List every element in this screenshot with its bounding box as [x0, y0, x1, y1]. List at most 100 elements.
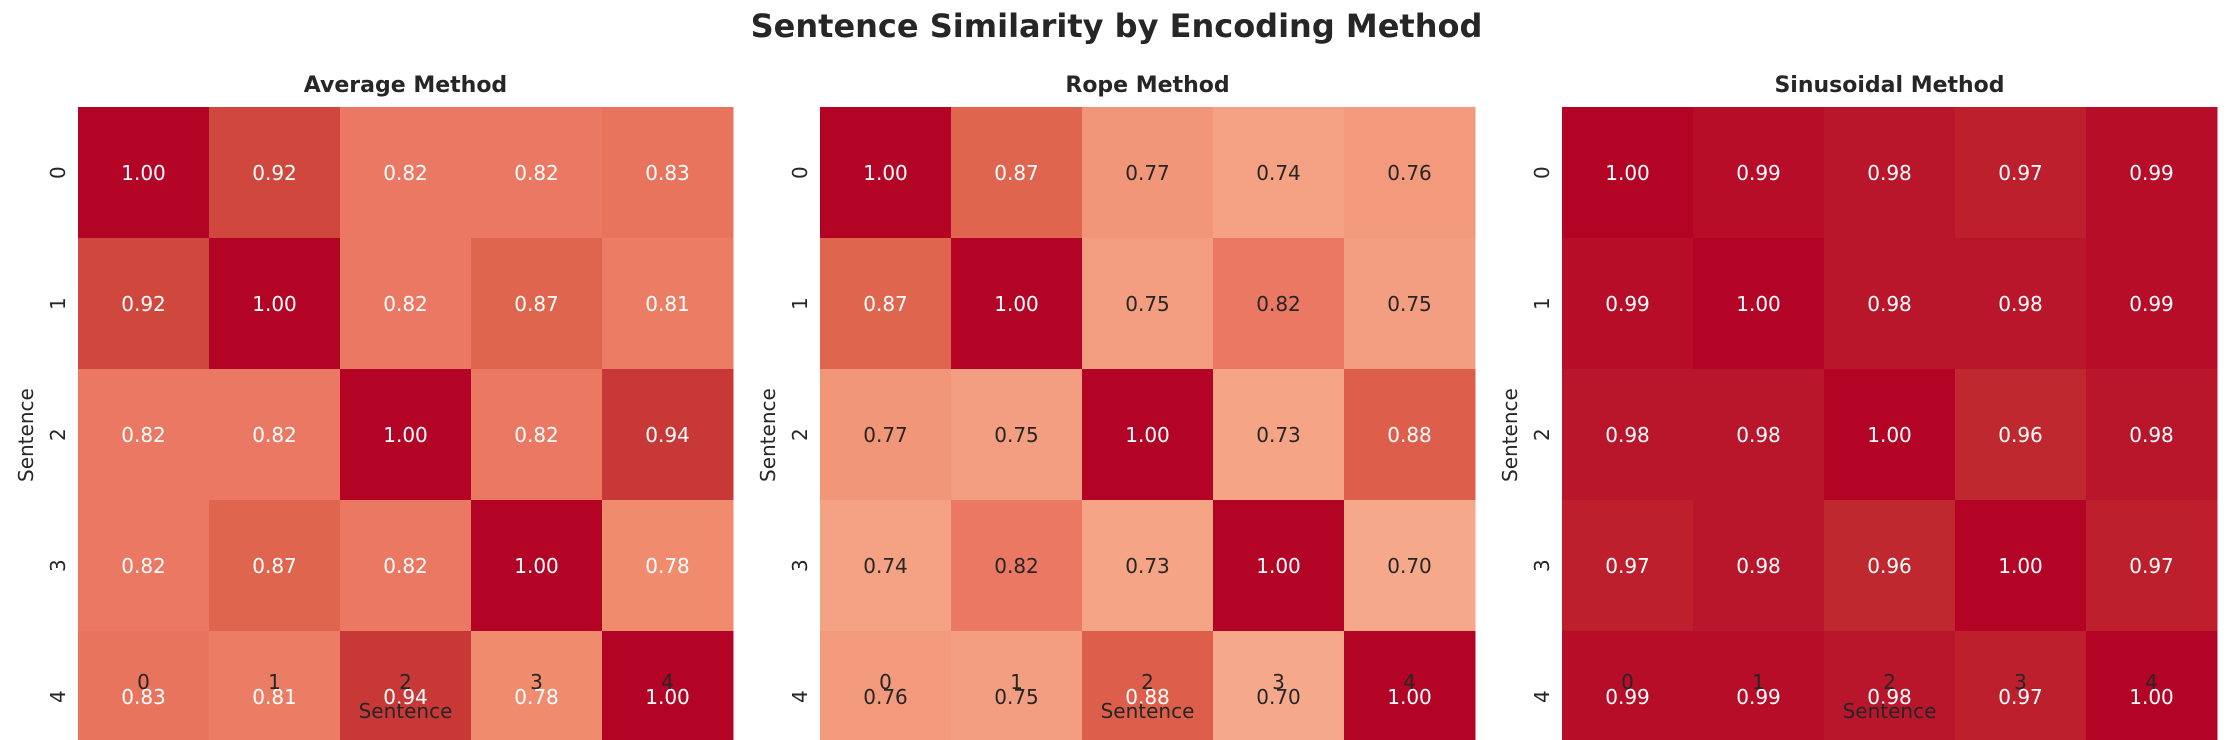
heatmap-cell: [2086, 369, 2218, 501]
heatmap-cell: [1213, 369, 1345, 501]
heatmap-cell: [2086, 631, 2218, 740]
heatmap-cell: [1693, 107, 1825, 239]
cell-label: 0.83: [645, 160, 690, 185]
cell-label: 0.97: [1998, 684, 2043, 709]
x-tick-label: 1: [1752, 670, 1765, 694]
cell-label: 1.00: [1867, 422, 1912, 447]
cell-label: 0.75: [994, 422, 1039, 447]
cell-label: 0.82: [252, 422, 297, 447]
heatmap-cell: [209, 107, 341, 239]
x-tick-label: 1: [1010, 670, 1023, 694]
y-tick-label: 2: [788, 428, 812, 441]
heatmap-cell: [340, 238, 472, 370]
cell-label: 0.97: [1605, 553, 1650, 578]
heatmap-cell: [1562, 631, 1694, 740]
cell-label: 1.00: [1605, 160, 1650, 185]
cell-label: 0.87: [514, 291, 559, 316]
cell-label: 0.99: [2129, 160, 2174, 185]
heatmap-cell: [820, 369, 952, 501]
y-axis-label: Sentence: [14, 387, 38, 482]
cell-label: 0.74: [1256, 160, 1301, 185]
y-tick-label: 0: [788, 166, 812, 179]
cell-label: 0.96: [1998, 422, 2043, 447]
heatmap-cell: [820, 238, 952, 370]
x-tick-label: 0: [137, 670, 150, 694]
y-tick-label: 4: [46, 690, 70, 703]
cell-label: 1.00: [2129, 684, 2174, 709]
cell-label: 1.00: [514, 553, 559, 578]
cell-label: 0.73: [1125, 553, 1170, 578]
heatmap-cell: [1082, 631, 1214, 740]
cell-label: 1.00: [645, 684, 690, 709]
cell-label: 1.00: [863, 160, 908, 185]
heatmap-cell: [1082, 238, 1214, 370]
heatmap-cell: [1824, 500, 1956, 632]
x-tick-label: 0: [1621, 670, 1634, 694]
y-tick-label: 3: [788, 559, 812, 572]
heatmap-cell: [2086, 107, 2218, 239]
heatmap-cell: [471, 631, 603, 740]
cell-label: 0.94: [383, 684, 428, 709]
heatmap-cell: [471, 107, 603, 239]
cell-label: 0.81: [252, 684, 297, 709]
heatmap-cell: [1693, 369, 1825, 501]
cell-label: 0.98: [1998, 291, 2043, 316]
heatmap-cell: [1693, 238, 1825, 370]
cell-label: 0.76: [1387, 160, 1432, 185]
heatmap-cell: [209, 369, 341, 501]
cell-label: 0.81: [645, 291, 690, 316]
y-tick-label: 1: [46, 297, 70, 310]
cell-label: 0.92: [252, 160, 297, 185]
heatmap-cell: [1824, 369, 1956, 501]
heatmap-cell: [209, 238, 341, 370]
heatmap-cell: [209, 500, 341, 632]
y-tick-label: 4: [1530, 690, 1554, 703]
heatmap-cell: [951, 369, 1083, 501]
cell-label: 1.00: [1736, 291, 1781, 316]
cell-label: 0.70: [1256, 684, 1301, 709]
heatmap-cell: [1955, 238, 2087, 370]
cell-label: 0.82: [994, 553, 1039, 578]
cell-label: 0.75: [1125, 291, 1170, 316]
heatmap-cell: [1562, 500, 1694, 632]
cell-label: 0.82: [514, 160, 559, 185]
heatmap-cell: [1082, 107, 1214, 239]
heatmap-cell: [78, 238, 210, 370]
heatmap-cell: [1344, 631, 1476, 740]
cell-label: 0.77: [863, 422, 908, 447]
y-tick-label: 3: [46, 559, 70, 572]
cell-label: 0.88: [1387, 422, 1432, 447]
x-axis-label: Sentence: [1842, 699, 1937, 723]
cell-label: 0.78: [645, 553, 690, 578]
y-tick-label: 4: [788, 690, 812, 703]
heatmap-cell: [2086, 238, 2218, 370]
x-tick-label: 2: [399, 670, 412, 694]
heatmap-cell: [951, 500, 1083, 632]
cell-label: 0.98: [1867, 291, 1912, 316]
cell-label: 0.98: [1736, 553, 1781, 578]
cell-label: 0.82: [514, 422, 559, 447]
cell-label: 0.88: [1125, 684, 1170, 709]
heatmap-cell: [820, 500, 952, 632]
cell-label: 0.98: [1867, 160, 1912, 185]
heatmap-cell: [1082, 369, 1214, 501]
cell-label: 0.87: [994, 160, 1039, 185]
cell-label: 0.98: [1736, 422, 1781, 447]
heatmap-cell: [602, 500, 734, 632]
x-tick-label: 4: [1403, 670, 1416, 694]
y-tick-label: 1: [788, 297, 812, 310]
cell-label: 0.82: [383, 291, 428, 316]
x-tick-label: 4: [2145, 670, 2158, 694]
x-tick-label: 2: [1883, 670, 1896, 694]
heatmap-cell: [78, 107, 210, 239]
cell-label: 0.78: [514, 684, 559, 709]
y-tick-label: 1: [1530, 297, 1554, 310]
heatmap-cell: [602, 107, 734, 239]
y-tick-label: 3: [1530, 559, 1554, 572]
figure-title: Sentence Similarity by Encoding Method: [750, 7, 1483, 45]
heatmap-cell: [820, 631, 952, 740]
heatmap-cell: [1562, 369, 1694, 501]
heatmap-cell: [602, 238, 734, 370]
cell-label: 1.00: [1387, 684, 1432, 709]
y-tick-label: 2: [1530, 428, 1554, 441]
